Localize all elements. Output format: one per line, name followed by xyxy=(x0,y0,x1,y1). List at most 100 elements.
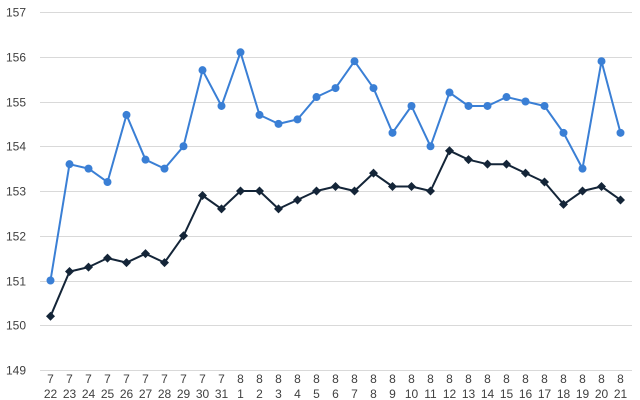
series-2 xyxy=(46,146,625,321)
x-tick-month: 7 xyxy=(85,372,92,386)
data-point-diamond xyxy=(445,146,454,156)
data-point-diamond xyxy=(65,267,74,277)
y-tick-label: 151 xyxy=(6,275,26,289)
data-point-diamond xyxy=(293,195,302,205)
data-point-circle xyxy=(274,119,283,128)
y-tick-label: 149 xyxy=(6,364,26,378)
x-tick-day: 10 xyxy=(405,387,419,400)
y-tick-label: 155 xyxy=(6,96,26,110)
x-tick-day: 8 xyxy=(370,387,377,400)
data-point-diamond xyxy=(217,204,226,214)
data-point-circle xyxy=(616,128,625,137)
x-tick-day: 21 xyxy=(614,387,628,400)
x-tick-month: 8 xyxy=(560,372,567,386)
gridlines xyxy=(40,12,632,371)
series-1 xyxy=(46,48,625,285)
data-point-circle xyxy=(293,115,302,124)
data-point-circle xyxy=(160,164,169,173)
x-tick-day: 24 xyxy=(82,387,96,400)
data-point-diamond xyxy=(274,204,283,214)
x-tick-day: 20 xyxy=(595,387,609,400)
x-tick-month: 8 xyxy=(522,372,529,386)
x-tick-month: 8 xyxy=(427,372,434,386)
x-tick-month: 7 xyxy=(66,372,73,386)
x-tick-day: 5 xyxy=(313,387,320,400)
data-point-circle xyxy=(369,84,378,93)
data-point-diamond xyxy=(521,168,530,178)
data-point-diamond xyxy=(388,182,397,192)
data-point-diamond xyxy=(483,159,492,169)
x-tick-day: 17 xyxy=(538,387,552,400)
x-tick-month: 8 xyxy=(541,372,548,386)
y-tick-label: 150 xyxy=(6,319,26,333)
y-tick-label: 152 xyxy=(6,230,26,244)
x-tick-month: 7 xyxy=(123,372,130,386)
x-tick-day: 16 xyxy=(519,387,533,400)
data-point-circle xyxy=(65,160,74,169)
x-tick-month: 7 xyxy=(47,372,54,386)
y-tick-label: 156 xyxy=(6,51,26,65)
x-tick-day: 1 xyxy=(237,387,244,400)
x-tick-day: 28 xyxy=(158,387,172,400)
y-tick-label: 153 xyxy=(6,185,26,199)
x-tick-month: 8 xyxy=(294,372,301,386)
data-point-circle xyxy=(198,66,207,75)
y-tick-label: 154 xyxy=(6,140,26,154)
x-tick-month: 8 xyxy=(579,372,586,386)
data-point-diamond xyxy=(103,253,112,263)
data-point-circle xyxy=(217,101,226,110)
x-tick-day: 31 xyxy=(215,387,229,400)
data-point-diamond xyxy=(578,186,587,196)
data-point-circle xyxy=(483,101,492,110)
data-point-circle xyxy=(103,178,112,187)
data-point-diamond xyxy=(331,182,340,192)
data-point-circle xyxy=(407,101,416,110)
x-tick-month: 8 xyxy=(256,372,263,386)
x-tick-month: 8 xyxy=(332,372,339,386)
data-point-circle xyxy=(578,164,587,173)
x-tick-day: 2 xyxy=(256,387,263,400)
x-tick-day: 19 xyxy=(576,387,590,400)
x-tick-day: 11 xyxy=(424,387,437,400)
x-tick-day: 29 xyxy=(177,387,191,400)
x-tick-month: 8 xyxy=(484,372,491,386)
y-axis-tick-labels: 149 150 151 152 153 154 155 156 157 xyxy=(6,6,26,378)
x-tick-day: 14 xyxy=(481,387,495,400)
x-tick-day: 3 xyxy=(275,387,282,400)
data-point-circle xyxy=(312,93,321,102)
x-tick-month: 7 xyxy=(180,372,187,386)
data-point-diamond xyxy=(559,199,568,209)
series-2-line xyxy=(49,149,622,317)
data-point-diamond xyxy=(141,249,150,259)
x-tick-month: 8 xyxy=(465,372,472,386)
x-tick-month: 8 xyxy=(503,372,510,386)
x-tick-month: 7 xyxy=(199,372,206,386)
series-layer xyxy=(46,48,625,321)
x-tick-day: 30 xyxy=(196,387,210,400)
data-point-diamond xyxy=(464,155,473,165)
data-point-circle xyxy=(388,128,397,137)
data-point-circle xyxy=(179,142,188,151)
data-point-diamond xyxy=(369,168,378,178)
x-tick-day: 23 xyxy=(63,387,77,400)
data-point-diamond xyxy=(160,258,169,268)
data-point-circle xyxy=(521,97,530,106)
x-tick-month: 7 xyxy=(218,372,225,386)
x-tick-month: 7 xyxy=(161,372,168,386)
data-point-circle xyxy=(236,48,245,57)
x-tick-day: 12 xyxy=(443,387,457,400)
data-point-diamond xyxy=(179,231,188,241)
data-point-circle xyxy=(540,101,549,110)
x-tick-month: 8 xyxy=(446,372,453,386)
data-point-circle xyxy=(597,57,606,66)
x-tick-day: 6 xyxy=(332,387,339,400)
data-point-diamond xyxy=(198,190,207,200)
data-point-diamond xyxy=(236,186,245,196)
data-point-diamond xyxy=(255,186,264,196)
data-point-circle xyxy=(122,110,131,119)
x-tick-day: 7 xyxy=(351,387,358,400)
data-point-circle xyxy=(464,101,473,110)
x-tick-month: 8 xyxy=(617,372,624,386)
